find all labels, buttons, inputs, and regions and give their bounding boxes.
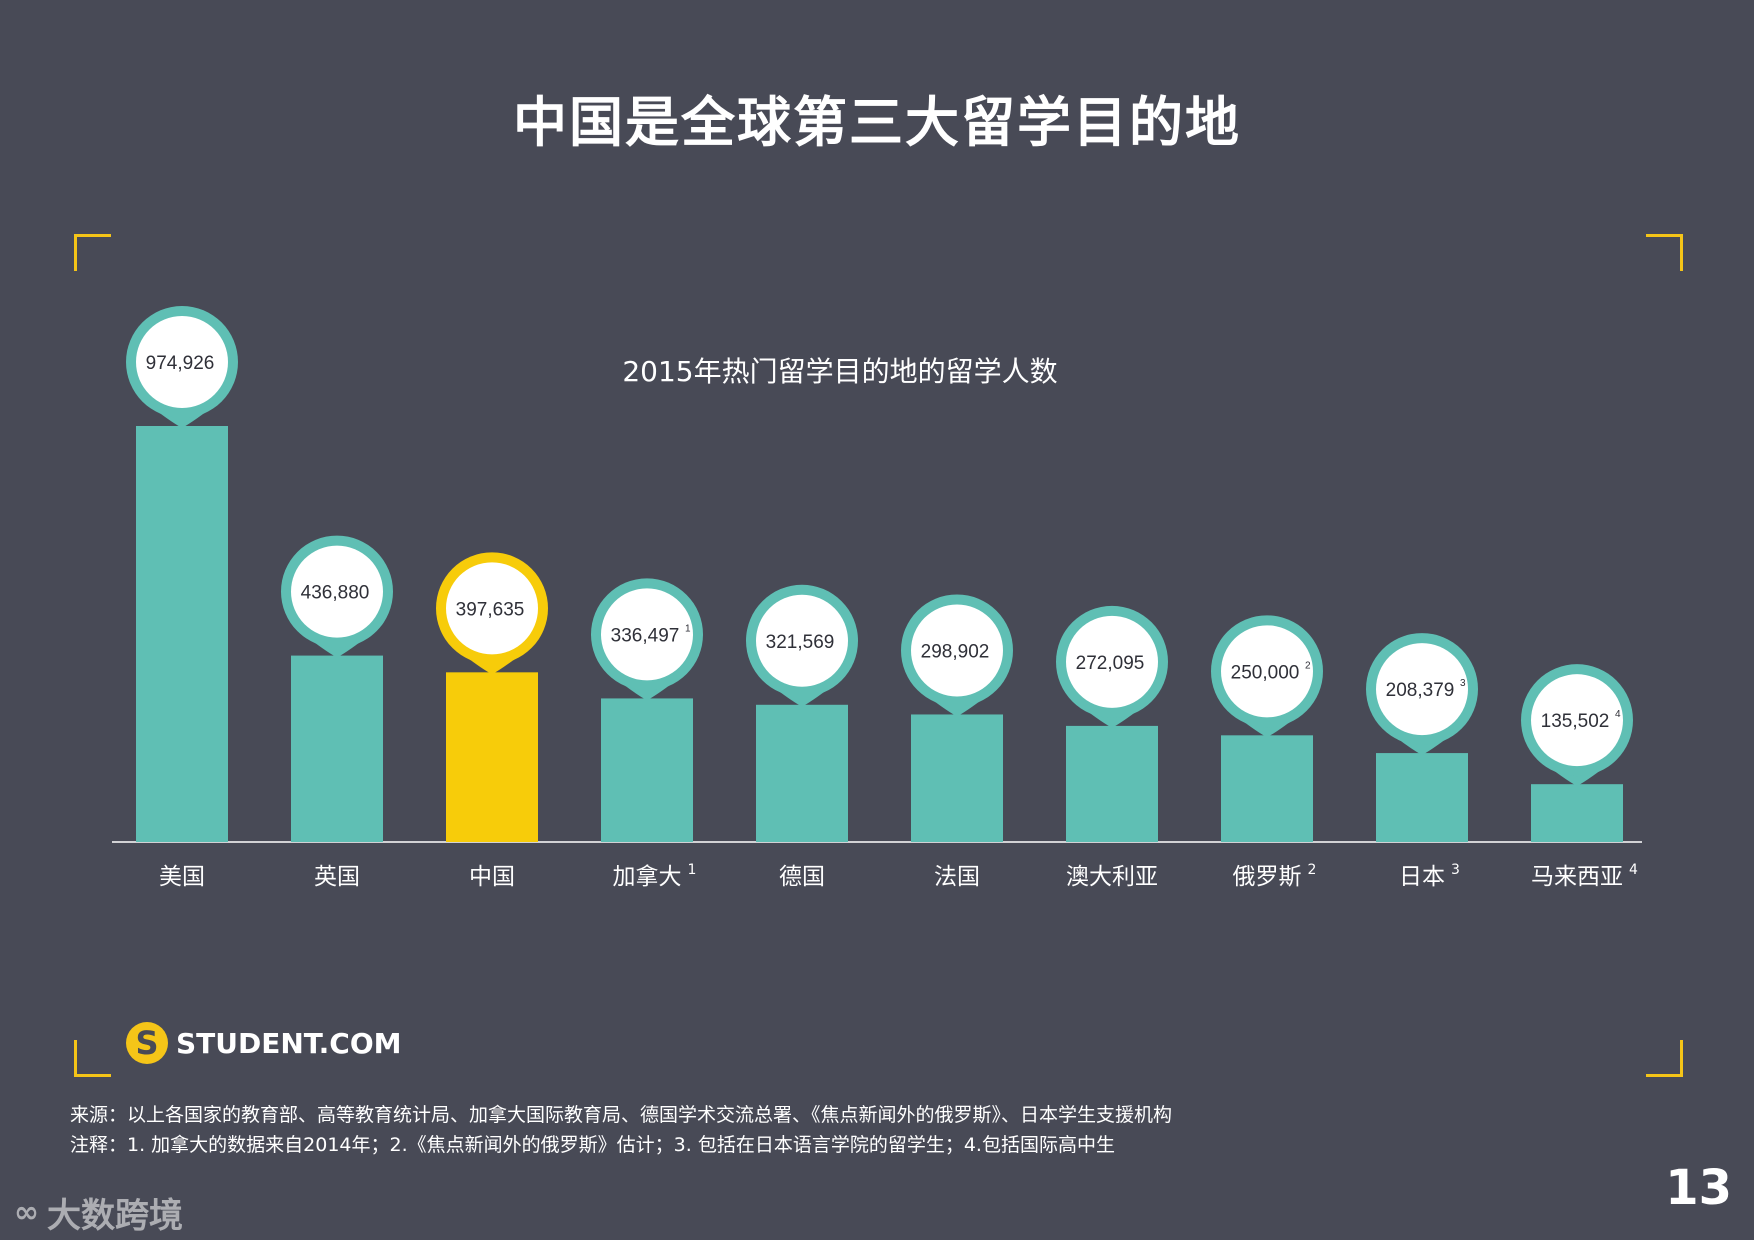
source-note: 来源：以上各国家的教育部、高等教育统计局、加拿大国际教育局、德国学术交流总署、《… — [70, 1104, 1173, 1126]
corner-bracket-bottom-left — [74, 1040, 111, 1077]
value-label-5: 298,902 — [921, 641, 990, 662]
category-label-3: 加拿大 — [613, 863, 682, 890]
bar-2 — [446, 672, 538, 842]
logo-s-icon: S — [126, 1022, 168, 1064]
bubble-fill-6 — [1066, 615, 1158, 708]
bar-9 — [1531, 784, 1623, 842]
category-note-3: 1 — [688, 862, 697, 878]
value-note-8: 3 — [1460, 678, 1466, 689]
bar-4 — [756, 704, 848, 842]
corner-bracket-bottom-right — [1646, 1040, 1683, 1077]
bubble-fill-5 — [911, 604, 1003, 697]
bar-0 — [136, 426, 228, 842]
watermark: ∞ 大数跨境 — [14, 1188, 183, 1237]
student-com-logo: S STUDENT.COM — [126, 1020, 402, 1066]
category-note-7: 2 — [1308, 862, 1317, 878]
bubble-fill-1 — [291, 545, 383, 638]
category-note-8: 3 — [1451, 862, 1460, 878]
category-label-4: 德国 — [779, 864, 825, 890]
bar-7 — [1221, 735, 1313, 842]
value-label-7: 250,000 — [1231, 662, 1300, 683]
value-label-0: 974,926 — [146, 353, 215, 374]
bubble-fill-2 — [446, 562, 538, 655]
category-label-9: 马来西亚 — [1531, 864, 1623, 890]
category-label-2: 中国 — [469, 864, 515, 890]
category-label-1: 英国 — [314, 864, 360, 890]
value-label-9: 135,502 — [1541, 711, 1610, 732]
bubble-fill-4 — [756, 594, 848, 687]
bar-3 — [601, 698, 693, 842]
corner-bracket-top-right — [1646, 234, 1683, 271]
value-note-9: 4 — [1615, 709, 1621, 720]
bubble-fill-7 — [1221, 625, 1313, 718]
page-title: 中国是全球第三大留学目的地 — [513, 91, 1241, 154]
watermark-logo-icon: ∞ — [14, 1195, 39, 1230]
notes-block: 来源：以上各国家的教育部、高等教育统计局、加拿大国际教育局、德国学术交流总署、《… — [70, 1100, 1570, 1160]
value-label-8: 208,379 — [1386, 680, 1455, 701]
category-label-6: 澳大利亚 — [1066, 864, 1158, 890]
remarks-note: 注释：1. 加拿大的数据来自2014年；2.《焦点新闻外的俄罗斯》估计；3. 包… — [70, 1134, 1115, 1156]
value-label-6: 272,095 — [1076, 653, 1145, 674]
bubble-fill-9 — [1531, 674, 1623, 767]
page-number: 13 — [1665, 1160, 1732, 1216]
category-label-5: 法国 — [934, 864, 980, 890]
bubble-fill-0 — [136, 316, 228, 408]
value-label-4: 321,569 — [766, 632, 835, 653]
bar-1 — [291, 655, 383, 842]
value-note-7: 2 — [1305, 660, 1311, 671]
watermark-text: 大数跨境 — [47, 1196, 183, 1236]
bar-6 — [1066, 725, 1158, 842]
bar-5 — [911, 714, 1003, 842]
bubble-fill-3 — [601, 588, 693, 681]
value-note-3: 1 — [685, 623, 691, 634]
value-label-3: 336,497 — [611, 625, 680, 646]
category-label-8: 日本 — [1399, 864, 1445, 890]
category-label-0: 美国 — [159, 864, 205, 890]
category-label-7: 俄罗斯 — [1233, 864, 1302, 890]
logo-text: STUDENT.COM — [176, 1026, 402, 1060]
corner-bracket-top-left — [74, 234, 111, 271]
bar-8 — [1376, 753, 1468, 842]
value-label-1: 436,880 — [301, 583, 370, 604]
chart-title: 2015年热门留学目的地的留学人数 — [622, 355, 1058, 388]
bubble-fill-8 — [1376, 643, 1468, 736]
value-label-2: 397,635 — [456, 599, 525, 620]
category-note-9: 4 — [1629, 862, 1638, 878]
